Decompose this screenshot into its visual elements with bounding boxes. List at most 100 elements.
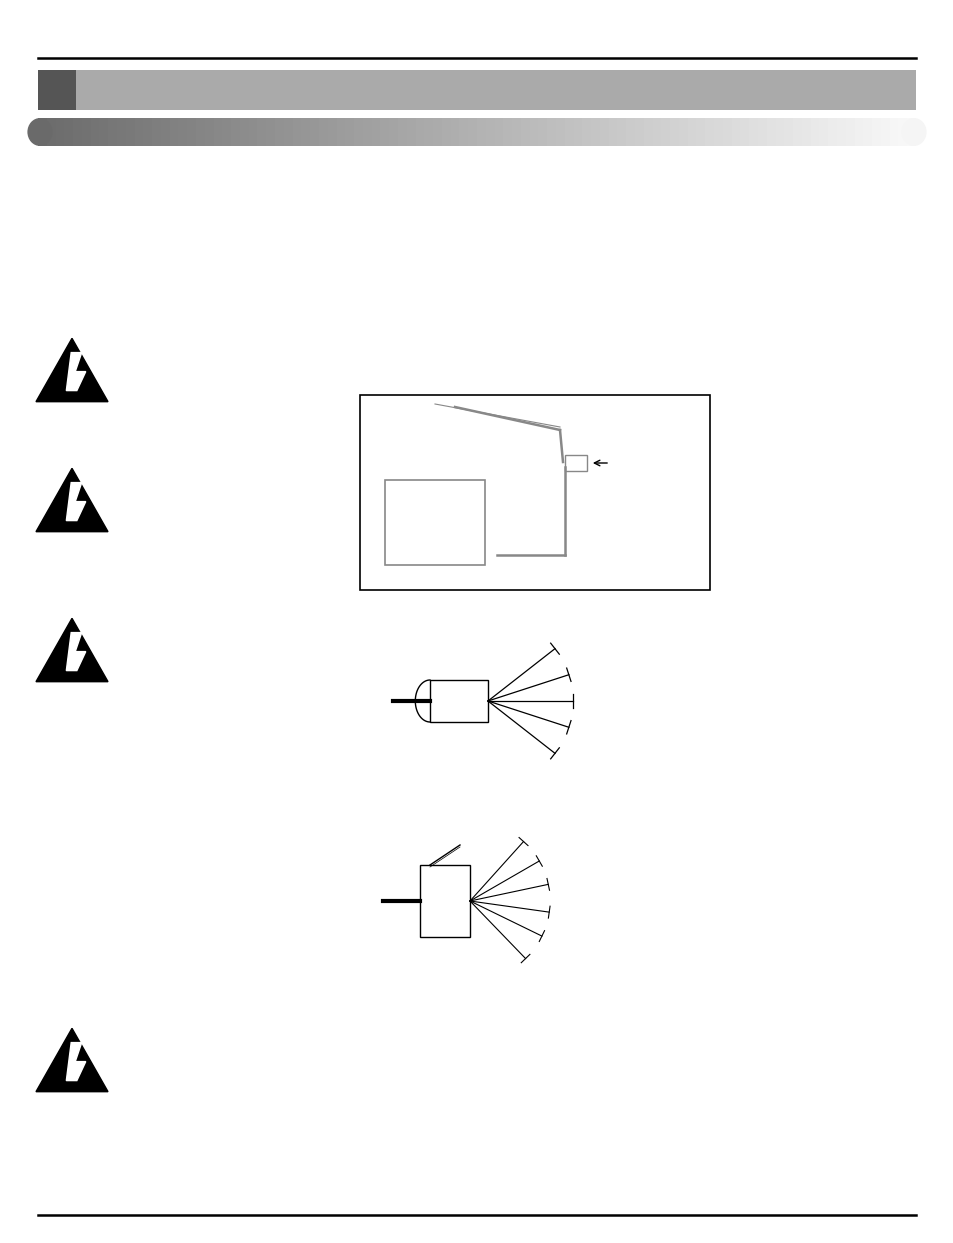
Bar: [336, 118, 345, 145]
Bar: [310, 118, 319, 145]
Bar: [836, 118, 845, 145]
Bar: [406, 118, 416, 145]
Bar: [643, 118, 653, 145]
Bar: [372, 118, 380, 145]
Bar: [468, 118, 477, 145]
Bar: [55, 118, 65, 145]
Bar: [766, 118, 775, 145]
Bar: [862, 118, 872, 145]
Polygon shape: [36, 469, 108, 532]
Bar: [266, 118, 275, 145]
Polygon shape: [67, 1043, 86, 1080]
Bar: [713, 118, 722, 145]
Bar: [854, 118, 862, 145]
Bar: [520, 118, 530, 145]
Bar: [389, 118, 398, 145]
Bar: [117, 118, 126, 145]
Bar: [362, 118, 372, 145]
Bar: [564, 118, 574, 145]
Bar: [758, 118, 766, 145]
Bar: [274, 118, 284, 145]
Bar: [503, 118, 512, 145]
Ellipse shape: [901, 118, 925, 145]
Bar: [748, 118, 758, 145]
Bar: [556, 118, 565, 145]
Bar: [293, 118, 301, 145]
Bar: [441, 118, 451, 145]
Bar: [345, 118, 355, 145]
Ellipse shape: [28, 118, 52, 145]
Bar: [696, 118, 705, 145]
Bar: [416, 118, 424, 145]
Bar: [731, 118, 740, 145]
Bar: [581, 118, 591, 145]
Bar: [397, 118, 407, 145]
Bar: [740, 118, 749, 145]
Bar: [459, 118, 468, 145]
Bar: [380, 118, 389, 145]
Polygon shape: [36, 1028, 108, 1091]
Bar: [819, 118, 828, 145]
Bar: [240, 118, 249, 145]
Bar: [880, 118, 889, 145]
Polygon shape: [67, 482, 86, 521]
Polygon shape: [36, 618, 108, 681]
Bar: [419, 865, 470, 937]
Bar: [591, 118, 599, 145]
Bar: [359, 395, 709, 590]
Bar: [433, 118, 442, 145]
Bar: [827, 118, 837, 145]
Bar: [450, 118, 459, 145]
Bar: [301, 118, 311, 145]
Bar: [222, 118, 232, 145]
Bar: [108, 118, 117, 145]
Bar: [82, 118, 91, 145]
Bar: [231, 118, 240, 145]
Bar: [213, 118, 223, 145]
Bar: [187, 118, 196, 145]
Bar: [178, 118, 188, 145]
Bar: [430, 680, 488, 722]
Bar: [801, 118, 810, 145]
Bar: [512, 118, 521, 145]
Polygon shape: [67, 633, 86, 670]
Bar: [424, 118, 434, 145]
Bar: [652, 118, 661, 145]
Bar: [284, 118, 293, 145]
Bar: [783, 118, 793, 145]
Bar: [76, 70, 915, 109]
Bar: [99, 118, 109, 145]
Bar: [134, 118, 144, 145]
Bar: [704, 118, 714, 145]
Bar: [318, 118, 328, 145]
Bar: [161, 118, 170, 145]
Bar: [564, 455, 586, 471]
Bar: [871, 118, 881, 145]
Bar: [249, 118, 257, 145]
Bar: [385, 480, 484, 566]
Bar: [537, 118, 547, 145]
Bar: [494, 118, 503, 145]
Bar: [687, 118, 697, 145]
Bar: [669, 118, 679, 145]
Bar: [73, 118, 82, 145]
Bar: [906, 118, 916, 145]
Bar: [547, 118, 556, 145]
Bar: [529, 118, 538, 145]
Bar: [170, 118, 179, 145]
Bar: [476, 118, 486, 145]
Bar: [195, 118, 205, 145]
Bar: [625, 118, 635, 145]
Bar: [792, 118, 801, 145]
Bar: [38, 70, 76, 109]
Bar: [775, 118, 784, 145]
Polygon shape: [36, 338, 108, 401]
Bar: [152, 118, 161, 145]
Bar: [47, 118, 56, 145]
Bar: [328, 118, 336, 145]
Bar: [143, 118, 152, 145]
Bar: [205, 118, 213, 145]
Bar: [64, 118, 73, 145]
Bar: [126, 118, 135, 145]
Bar: [635, 118, 643, 145]
